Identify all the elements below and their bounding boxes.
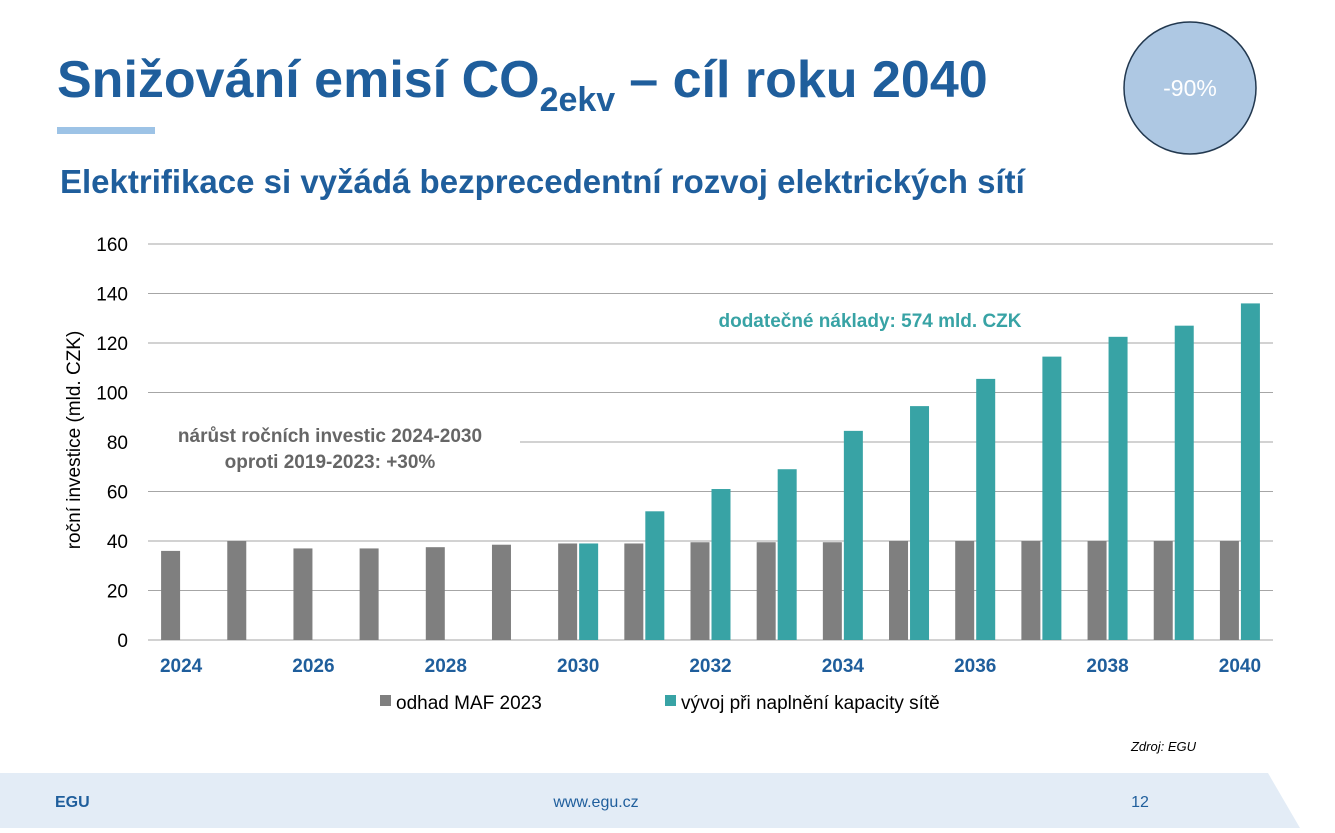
- annotation: oproti 2019-2023: +30%: [225, 452, 436, 473]
- badge: -90%: [1163, 75, 1217, 101]
- source: Zdroj: EGU: [1130, 739, 1197, 754]
- bar: [1219, 541, 1239, 640]
- footer-center: www.egu.cz: [552, 794, 638, 811]
- y-tick-label: 20: [107, 582, 128, 603]
- x-tick-label: 2036: [954, 656, 996, 677]
- bar: [1042, 356, 1062, 640]
- annotation: dodatečné náklady: 574 mld. CZK: [718, 311, 1021, 332]
- title-end: – cíl roku 2040: [629, 51, 987, 109]
- annotation: nárůst ročních investic 2024-2030: [178, 426, 482, 447]
- badge-circle: [1123, 21, 1257, 155]
- bar: [293, 548, 313, 640]
- x-tick-label: 2034: [822, 656, 865, 677]
- bar: [822, 542, 842, 640]
- bar: [161, 550, 181, 640]
- bar: [756, 542, 776, 640]
- annotation-box: [140, 420, 520, 478]
- bar: [425, 547, 445, 640]
- y-tick-label: 160: [96, 235, 128, 256]
- bar: [976, 378, 996, 640]
- subtitle: Elektrifikace si vyžádá bezprecedentní r…: [60, 163, 1027, 200]
- bar: [1087, 541, 1107, 640]
- bar: [359, 548, 379, 640]
- y-tick-label: 0: [117, 631, 128, 652]
- x-tick-label: 2030: [557, 656, 599, 677]
- title-subscript: 2ekv: [540, 81, 616, 119]
- bar: [1021, 541, 1041, 640]
- bar: [843, 430, 863, 640]
- y-tick-label: 140: [96, 285, 128, 306]
- x-tick-label: 2028: [425, 656, 467, 677]
- bar: [777, 469, 797, 640]
- bar: [955, 541, 975, 640]
- bar: [624, 543, 644, 640]
- x-tick-label: 2040: [1219, 656, 1261, 677]
- x-tick-label: 2038: [1086, 656, 1128, 677]
- bar: [558, 543, 578, 640]
- footer-page: 12: [1131, 794, 1149, 811]
- bar: [1240, 303, 1260, 640]
- bar: [711, 489, 731, 640]
- y-tick-label: 60: [107, 483, 128, 504]
- bar: [227, 541, 247, 640]
- bar: [645, 511, 665, 640]
- y-tick-label: 40: [107, 532, 128, 553]
- footer-left: EGU: [55, 794, 90, 811]
- bar: [491, 544, 511, 640]
- y-tick-label: 100: [96, 384, 128, 405]
- bar: [1153, 541, 1173, 640]
- legend-label: odhad MAF 2023: [396, 693, 542, 714]
- bar: [1174, 325, 1194, 640]
- title-main: Snižování emisí CO: [57, 51, 540, 109]
- legend-swatch: [380, 695, 391, 706]
- x-tick-label: 2024: [160, 656, 203, 677]
- title-underline: [57, 127, 155, 134]
- bar: [579, 543, 599, 640]
- bar: [690, 542, 710, 640]
- y-tick-label: 120: [96, 334, 128, 355]
- legend-swatch: [665, 695, 676, 706]
- bar: [889, 541, 909, 640]
- y-tick-label: 80: [107, 433, 128, 454]
- title: Snižování emisí CO2ekv – cíl roku 2040: [57, 51, 988, 119]
- x-tick-label: 2032: [689, 656, 731, 677]
- x-tick-label: 2026: [292, 656, 334, 677]
- footer-band: [0, 773, 1300, 828]
- bar: [1108, 336, 1128, 640]
- y-axis-label: roční investice (mld. CZK): [64, 331, 85, 550]
- legend-label: vývoj při naplnění kapacity sítě: [681, 693, 940, 714]
- bar: [910, 406, 930, 640]
